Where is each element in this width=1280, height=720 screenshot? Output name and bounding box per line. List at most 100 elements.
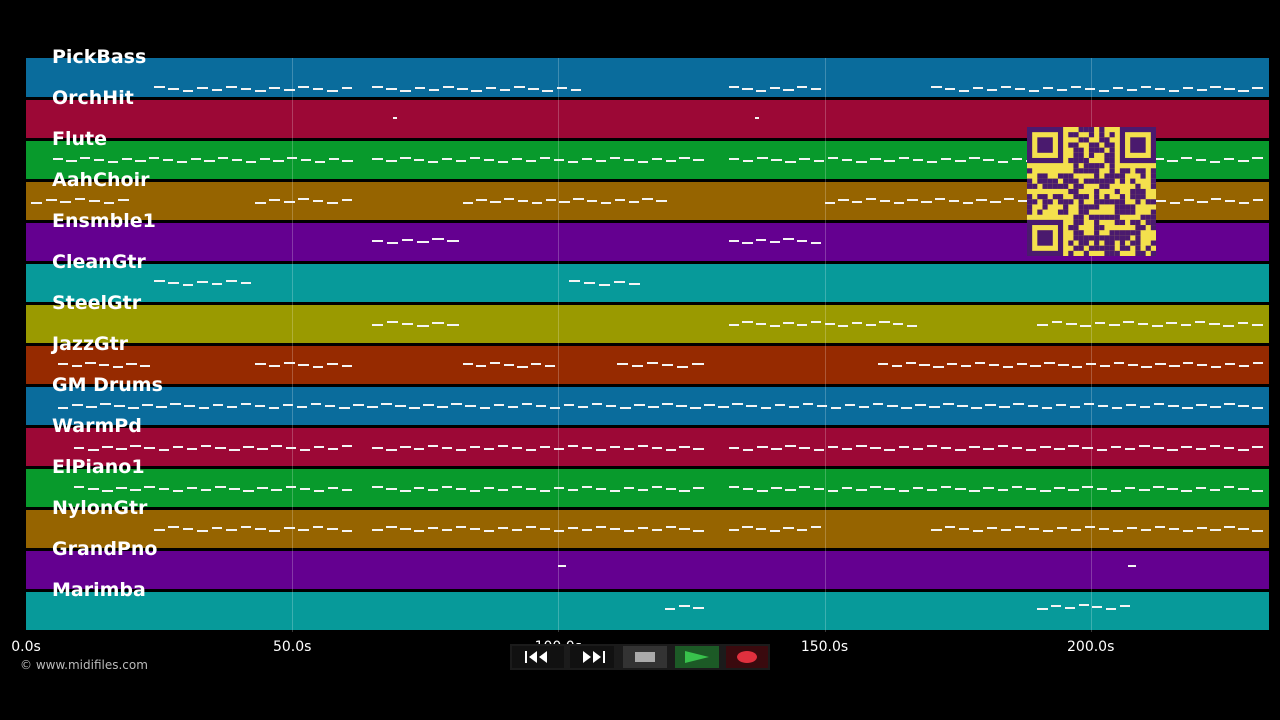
midi-note bbox=[427, 161, 439, 163]
midi-note bbox=[728, 240, 739, 242]
midi-note bbox=[74, 198, 86, 200]
midi-note bbox=[168, 282, 179, 284]
midi-note bbox=[198, 407, 209, 409]
midi-note bbox=[648, 406, 659, 408]
midi-note bbox=[962, 202, 973, 204]
midi-note bbox=[1169, 365, 1180, 367]
midi-note bbox=[1068, 445, 1079, 447]
midi-note bbox=[312, 88, 324, 90]
midi-note bbox=[609, 446, 621, 448]
midi-note bbox=[1025, 449, 1037, 451]
track-lane[interactable] bbox=[26, 58, 1269, 97]
midi-note bbox=[841, 448, 853, 450]
midi-note bbox=[771, 487, 782, 489]
track-lane[interactable] bbox=[26, 304, 1269, 343]
midi-note bbox=[327, 528, 338, 530]
midi-note bbox=[312, 200, 324, 202]
midi-note bbox=[130, 489, 141, 491]
midi-note bbox=[1096, 488, 1108, 490]
midi-note bbox=[1140, 529, 1152, 531]
midi-note bbox=[816, 405, 828, 407]
track-lane[interactable] bbox=[26, 550, 1269, 589]
midi-note bbox=[581, 529, 593, 531]
midi-note bbox=[254, 363, 266, 365]
midi-note bbox=[1182, 407, 1193, 409]
midi-note bbox=[813, 488, 825, 490]
midi-note bbox=[45, 199, 57, 201]
midi-note bbox=[559, 201, 570, 203]
midi-note bbox=[447, 240, 459, 242]
track-lane[interactable] bbox=[26, 345, 1269, 384]
midi-note bbox=[884, 160, 895, 162]
midi-note bbox=[103, 202, 115, 204]
midi-note bbox=[609, 490, 621, 492]
midi-note bbox=[544, 365, 555, 367]
midi-note bbox=[931, 86, 942, 88]
midi-note bbox=[118, 199, 129, 201]
midi-note bbox=[757, 157, 768, 159]
midi-note bbox=[1223, 486, 1235, 488]
midi-note bbox=[462, 202, 473, 204]
midi-note bbox=[386, 449, 397, 451]
track-separator bbox=[26, 385, 1269, 387]
midi-note bbox=[827, 446, 839, 448]
midi-note bbox=[521, 403, 533, 405]
midi-note bbox=[999, 406, 1010, 408]
midi-note bbox=[915, 404, 926, 406]
midi-note bbox=[197, 530, 208, 532]
midi-note bbox=[539, 528, 551, 530]
midi-note bbox=[1197, 201, 1208, 203]
midi-note bbox=[443, 86, 454, 88]
midi-note bbox=[197, 87, 208, 89]
midi-note bbox=[1082, 486, 1093, 488]
midi-note bbox=[662, 364, 674, 366]
midi-note bbox=[679, 490, 690, 492]
midi-note bbox=[226, 406, 238, 408]
midi-note bbox=[824, 323, 835, 325]
midi-note bbox=[756, 90, 767, 92]
midi-note bbox=[243, 446, 254, 448]
midi-note bbox=[1110, 490, 1122, 492]
midi-note bbox=[341, 365, 353, 367]
midi-note bbox=[570, 89, 582, 91]
midi-note bbox=[1196, 404, 1207, 406]
midi-note bbox=[961, 365, 972, 367]
midi-note bbox=[651, 447, 662, 449]
midi-note bbox=[514, 86, 525, 88]
midi-note bbox=[353, 404, 364, 406]
stop-button[interactable] bbox=[623, 646, 667, 668]
midi-note bbox=[1167, 449, 1178, 451]
midi-note bbox=[254, 90, 266, 92]
midi-note bbox=[1113, 362, 1125, 364]
midi-note bbox=[986, 527, 998, 529]
track-separator bbox=[26, 98, 1269, 100]
midi-note bbox=[1092, 606, 1103, 608]
track-lane[interactable] bbox=[26, 263, 1269, 302]
fast-forward-button[interactable] bbox=[570, 646, 614, 668]
midi-note bbox=[1124, 448, 1136, 450]
rewind-button[interactable] bbox=[512, 646, 564, 668]
midi-note bbox=[1209, 161, 1221, 163]
midi-note bbox=[271, 489, 282, 491]
track-separator bbox=[26, 221, 1269, 223]
midi-note bbox=[1110, 446, 1122, 448]
midi-note bbox=[841, 487, 853, 489]
midi-note bbox=[1094, 322, 1106, 324]
midi-note bbox=[387, 321, 399, 323]
midi-note bbox=[1126, 89, 1138, 91]
record-button[interactable] bbox=[726, 646, 768, 668]
midi-note bbox=[545, 199, 556, 201]
midi-note bbox=[1051, 605, 1062, 607]
track-label: PickBass bbox=[52, 46, 147, 68]
midi-note bbox=[553, 487, 565, 489]
grid-line bbox=[1090, 58, 1092, 632]
play-button[interactable] bbox=[675, 646, 719, 668]
midi-note bbox=[893, 202, 904, 204]
midi-note bbox=[156, 406, 167, 408]
midi-note bbox=[182, 90, 194, 92]
track-lane[interactable] bbox=[26, 591, 1269, 630]
qr-code-icon[interactable] bbox=[1027, 127, 1156, 256]
midi-note bbox=[1252, 324, 1263, 326]
midi-note bbox=[742, 449, 754, 451]
midi-note bbox=[417, 325, 429, 327]
